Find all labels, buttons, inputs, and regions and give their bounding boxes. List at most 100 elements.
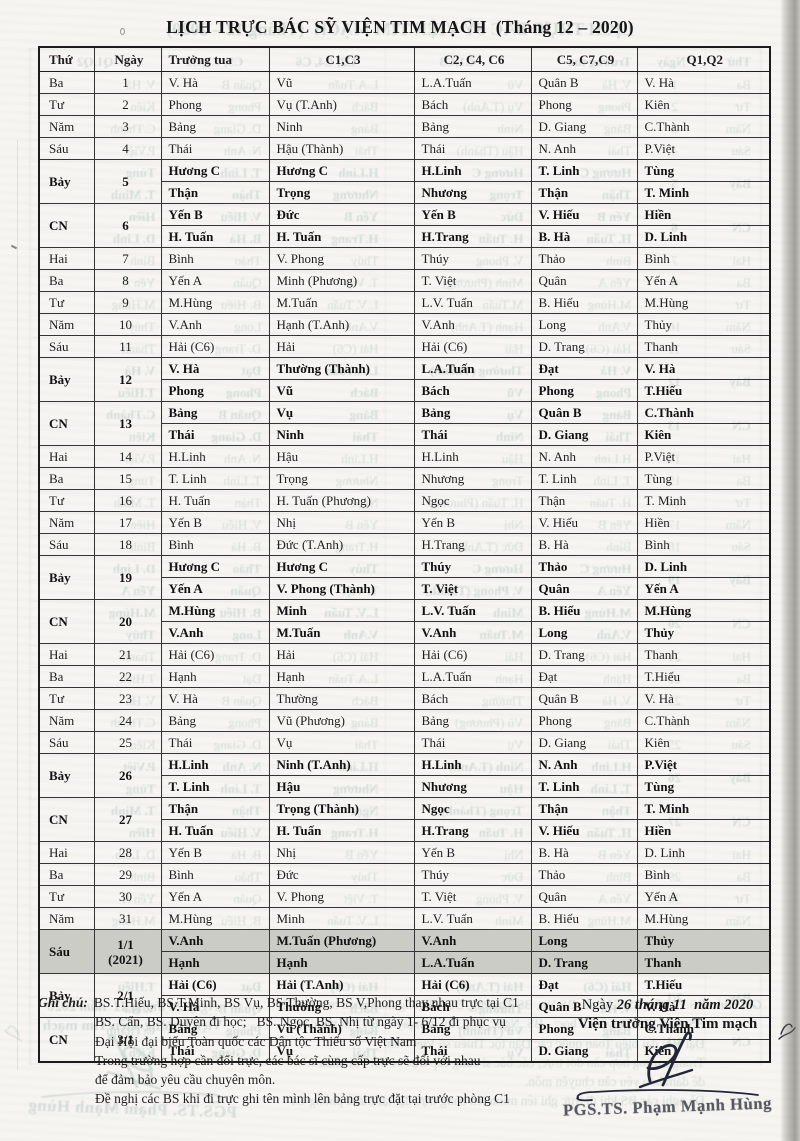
note-line: Đề nghị các BS khi đi trực ghi tên mình … [95, 1091, 510, 1107]
cell-q1-q2: V. Hà [636, 71, 771, 94]
table-row: CN 6 Yến B Đức Yến B V. Hiếu Hiền [38, 203, 771, 248]
cell-q1-q2: Kiên [636, 93, 771, 116]
cell-c5-c7-c9: T. Linh [530, 775, 638, 798]
cell-thu: Sáu [38, 137, 95, 160]
table-row: Bảy 19 Hương C Hương C Thúy Thảo D. Linh [38, 555, 771, 600]
cell-c5-c7-c9: N. Anh [530, 753, 638, 776]
cell-c1-c3: Thường [268, 687, 415, 710]
table-row: Sáu 18 Bình Đức (T.Anh) H.Trang B. Hà Bình [38, 533, 771, 556]
cell-truong-tua: Bảng [160, 401, 270, 424]
cell-c5-c7-c9: D. Giang [530, 731, 638, 754]
cell-thu: Hai [38, 445, 95, 468]
cell-ngay: 5 [93, 159, 162, 204]
cell-q1-q2: Hiền [636, 511, 771, 534]
cell-q1-q2: P.Việt [636, 445, 771, 468]
note-line: Đại Hội đại biểu Toàn quốc các Dân tộc T… [95, 1033, 417, 1049]
cell-ngay: 9 [93, 291, 162, 314]
cell-thu: Tư [38, 885, 95, 908]
cell-q1-q2: Hiền [636, 819, 771, 842]
cell-thu: CN [38, 401, 95, 446]
cell-q1-q2: Tùng [636, 775, 771, 798]
cell-c5-c7-c9: V. Hiếu [530, 819, 638, 842]
cell-c5-c7-c9: Long [530, 313, 638, 336]
cell-c2-c4-c6: Nhương [413, 467, 532, 490]
cell-truong-tua: H.Linh [160, 753, 270, 776]
cell-truong-tua: Yến A [160, 577, 270, 600]
cell-truong-tua: Phong [160, 93, 270, 116]
cell-q1-q2: Thủy [636, 929, 771, 952]
cell-c1-c3: Thường [268, 995, 415, 1018]
cell-truong-tua: Hải (C6) [160, 335, 270, 358]
cell-q1-q2: Bình [636, 533, 771, 556]
table-row: Tư 16 H. Tuấn H. Tuấn (Phương) Ngọc Thận T. Mi… [38, 489, 771, 512]
cell-c2-c4-c6: V.Anh [413, 621, 532, 644]
cell-truong-tua: H. Tuấn [160, 819, 270, 842]
cell-c2-c4-c6: Hải (C6) [413, 643, 532, 666]
cell-c1-c3: Đức [268, 203, 415, 226]
cell-c5-c7-c9: D. Trang [530, 335, 638, 358]
table-row: H. Tuấn H. Tuấn H.Trang B. Hà D. Linh [39, 225, 771, 248]
table-row: Ba 29 Bình Đức Thúy Thảo Bình [38, 863, 771, 886]
cell-q1-q2: V. Hà [636, 995, 771, 1018]
cell-c5-c7-c9: B. Hiếu [530, 291, 638, 314]
notes-continuation: BS. Cẩn, BS. Duyên đi học; BS. Ngọc, BS.… [95, 1012, 563, 1108]
cell-truong-tua: T. Linh [160, 467, 270, 490]
cell-c5-c7-c9: B. Hiếu [530, 907, 638, 930]
cell-c2-c4-c6: Thúy [413, 555, 532, 578]
col-header-truong-tua: Trưởng tua [160, 46, 270, 72]
cell-truong-tua: Thái [160, 731, 270, 754]
cell-truong-tua: Hạnh [160, 951, 270, 974]
cell-c2-c4-c6: Nhương [413, 181, 532, 204]
table-row: Bảy 12 V. Hà Thường (Thành) L.A.Tuấn Đạt V. Hà [38, 357, 771, 402]
cell-thu: Tư [38, 687, 95, 710]
cell-q1-q2: Kiên [636, 423, 771, 446]
cell-q1-q2: D. Linh [636, 841, 771, 864]
cell-c5-c7-c9: D. Trang [530, 951, 638, 974]
cell-ngay: 30 [93, 885, 162, 908]
cell-q1-q2: Hiền [636, 203, 771, 226]
cell-truong-tua: Thận [160, 797, 270, 820]
cell-c5-c7-c9: Thảo [530, 863, 638, 886]
table-row: Ba 15 T. Linh Trọng Nhương T. Linh Tùng [38, 467, 771, 490]
cell-c5-c7-c9: Thận [530, 797, 638, 820]
cell-c2-c4-c6: Thái [413, 423, 532, 446]
cell-q1-q2: T. Minh [636, 797, 771, 820]
cell-q1-q2: Yến A [636, 577, 771, 600]
cell-c5-c7-c9: N. Anh [530, 137, 638, 160]
cell-thu: Sáu [38, 533, 95, 556]
scan-artifact-mark [120, 28, 125, 35]
cell-thu: Hai [38, 643, 95, 666]
note-line: BS. Cẩn, BS. Duyên đi học; BS. Ngọc, BS.… [95, 1014, 506, 1030]
cell-c1-c3: Hậu (Thành) [268, 137, 415, 160]
cell-c5-c7-c9: Thận [530, 489, 638, 512]
cell-thu: Sáu [38, 929, 95, 974]
cell-c5-c7-c9: Long [530, 621, 638, 644]
note-line: để đảm bảo yêu cầu chuyên môn. [95, 1072, 276, 1088]
cell-c1-c3: Hương C [268, 159, 415, 182]
cell-c2-c4-c6: T. Việt [413, 885, 532, 908]
cell-c5-c7-c9: Thảo [530, 247, 638, 270]
sign-date: Ngày 26 tháng 11 năm 2020 [545, 997, 790, 1014]
cell-thu: Bảy [38, 555, 95, 600]
cell-truong-tua: Thái [160, 1039, 270, 1063]
cell-c2-c4-c6: L.A.Tuấn [413, 71, 532, 94]
cell-c2-c4-c6: Bảng [413, 709, 532, 732]
table-row: CN 3/1 Bảng Vũ (Thành) Bảng Phong C.Thành [38, 1017, 771, 1063]
cell-q1-q2: T.Hiếu [636, 665, 771, 688]
cell-q1-q2: C.Thành [636, 401, 771, 424]
table-row: CN 27 Thận Trọng (Thành) Ngọc Thận T. Minh [38, 797, 771, 842]
cell-c1-c3: Vụ [268, 401, 415, 424]
cell-q1-q2: M.Hùng [636, 599, 771, 622]
cell-thu: Năm [38, 115, 95, 138]
cell-truong-tua: Thận [160, 181, 270, 204]
cell-c2-c4-c6: H.Linh [413, 445, 532, 468]
col-header-c5-c7-c9: C5, C7,C9 [530, 46, 638, 72]
table-row: Năm 24 Bảng Vũ (Phương) Bảng Phong C.Thành [38, 709, 771, 732]
cell-truong-tua: Yến B [160, 841, 270, 864]
cell-truong-tua: V. Hà [160, 357, 270, 380]
cell-truong-tua: T. Linh [160, 775, 270, 798]
cell-ngay: 2 [93, 93, 162, 116]
table-row: Bảy 26 H.Linh Ninh (T.Anh) H.Linh N. Anh P.Việ… [38, 753, 771, 798]
scan-edge-shadow [780, 0, 800, 1141]
cell-c1-c3: Vụ [268, 731, 415, 754]
